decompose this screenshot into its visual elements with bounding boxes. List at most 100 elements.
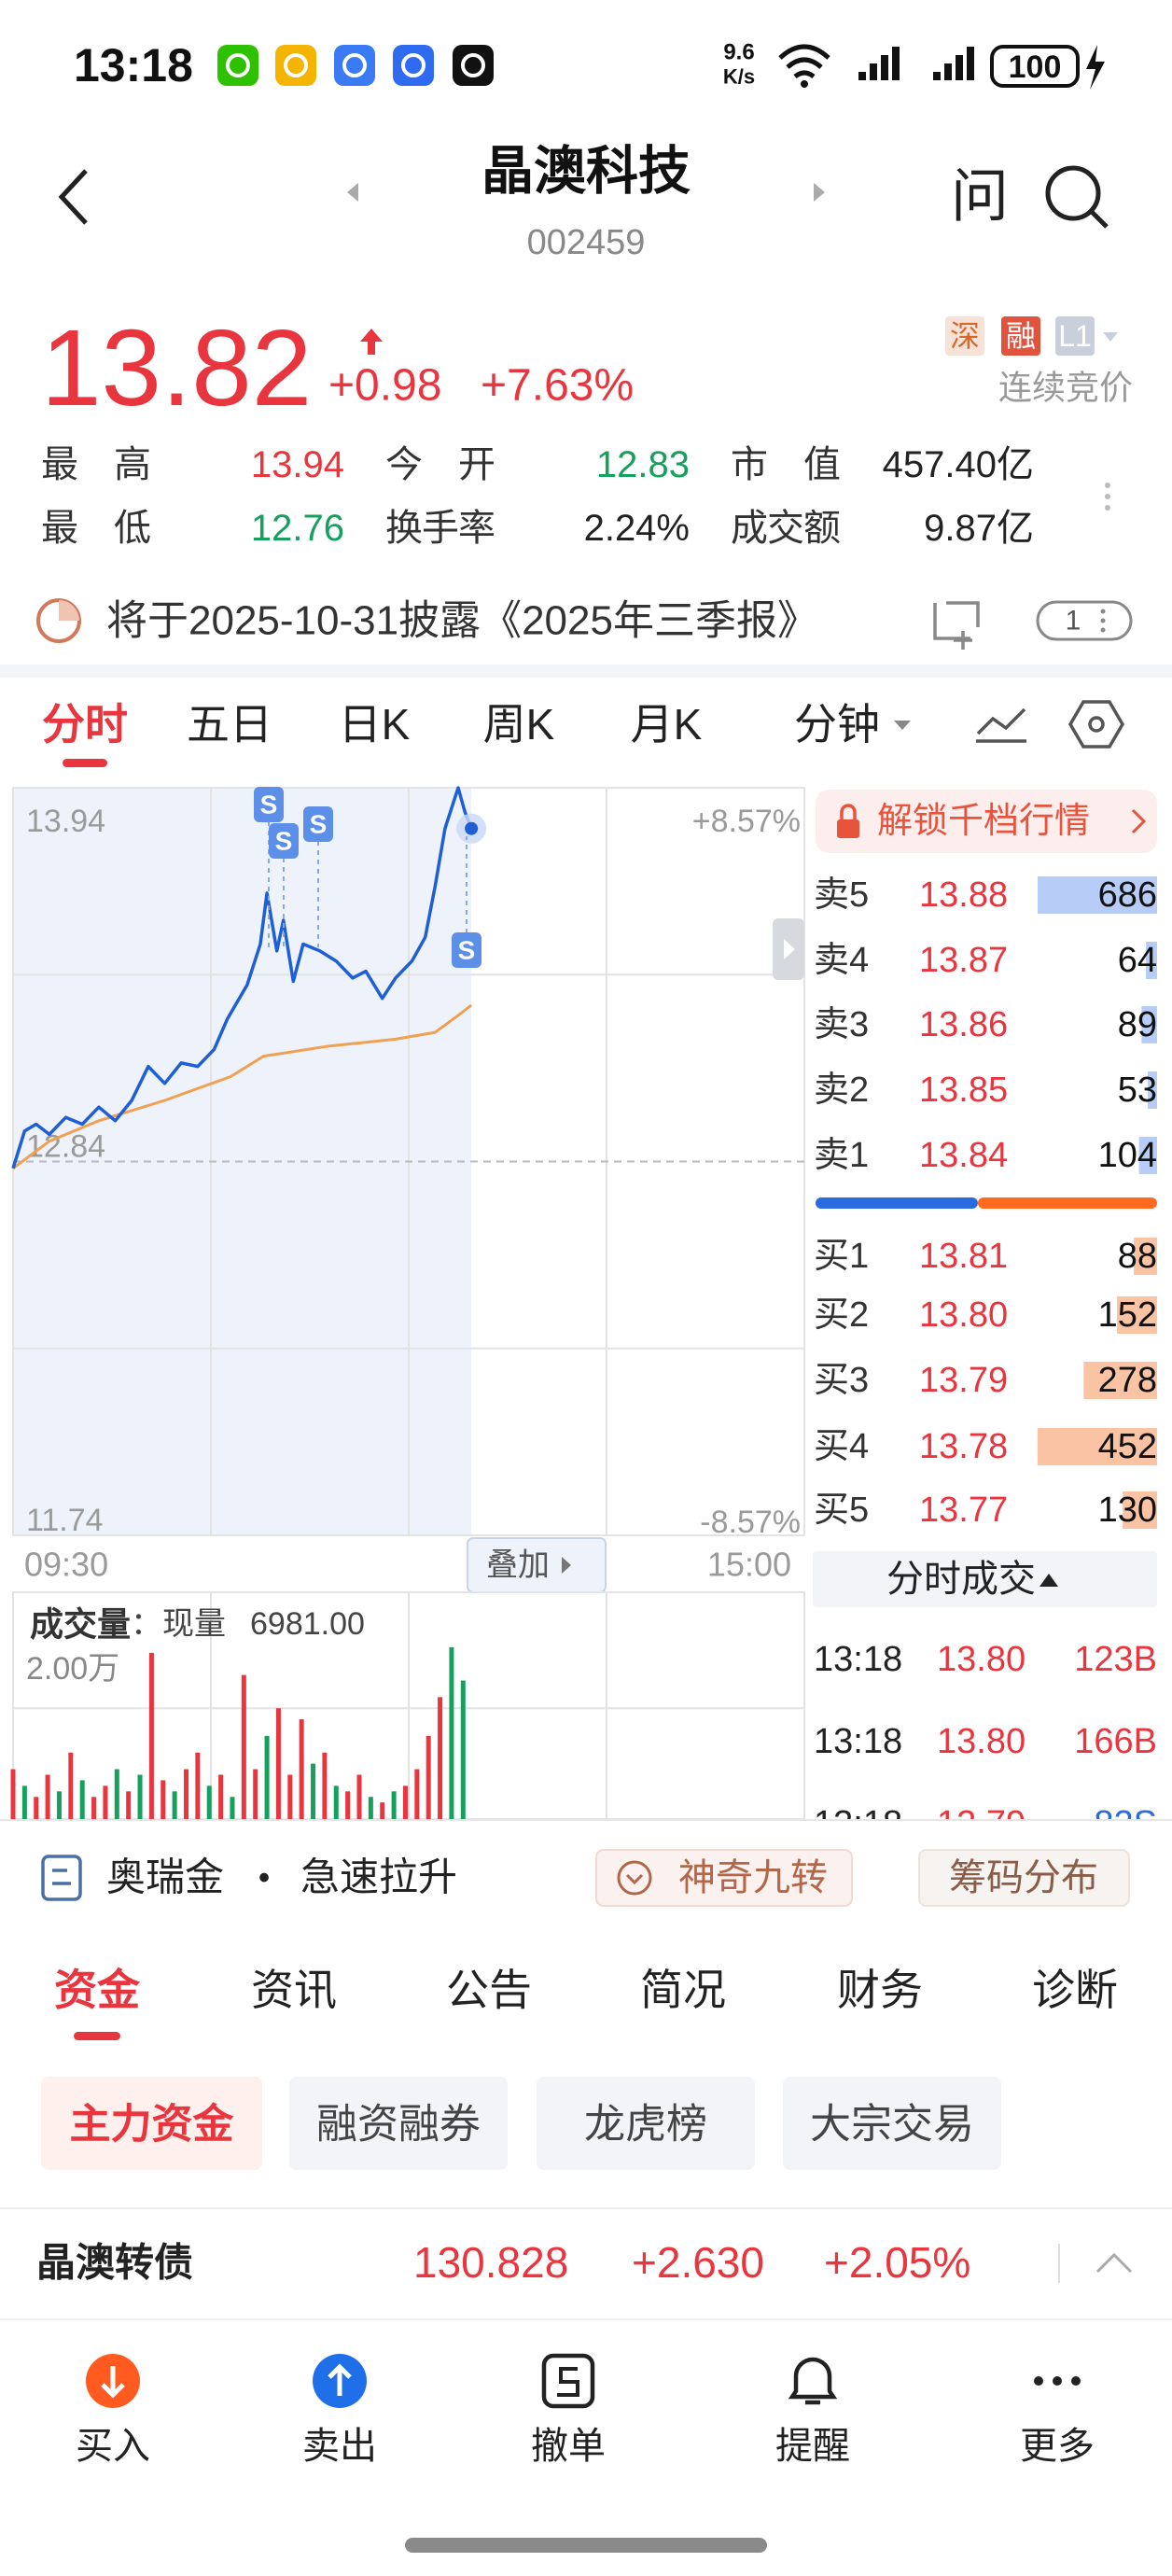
nav-item[interactable]: 提醒 [775, 2426, 850, 2467]
back-button[interactable] [58, 169, 88, 225]
side-handle-arrow [784, 939, 795, 959]
search-icon[interactable] [1045, 165, 1101, 221]
section-divider [0, 665, 1172, 678]
market-tag-bg [1055, 316, 1095, 356]
y-tick-label: 13.94 [26, 804, 105, 839]
chart-tab[interactable]: 分时 [42, 700, 128, 749]
depth-bar [1116, 1296, 1157, 1334]
notice-badge-bg[interactable] [1036, 600, 1133, 641]
depth-bar [1148, 1071, 1157, 1109]
nav-item[interactable]: 撤单 [531, 2426, 606, 2467]
volume-bar [345, 1791, 351, 1819]
more-dot [1105, 483, 1110, 488]
indicator-icon[interactable] [976, 707, 1026, 743]
settings-icon-core [1088, 716, 1105, 733]
settings-icon[interactable] [1067, 700, 1125, 749]
y2-tick-label: -8.57% [700, 1505, 801, 1540]
more-icon-dot[interactable] [1053, 2376, 1062, 2386]
stat-value: 2.24% [584, 508, 690, 549]
nav-item[interactable]: 卖出 [302, 2426, 377, 2467]
book-price: 13.88 [919, 875, 1008, 915]
signal-marker: S [458, 936, 476, 965]
stat-value: 12.83 [596, 444, 690, 485]
volume-bar [126, 1791, 132, 1819]
volume-bar [380, 1802, 385, 1819]
home-indicator [405, 2538, 767, 2553]
stat-label: 换手率 [385, 508, 495, 549]
signal-button-check [625, 1873, 644, 1885]
signal-marker-bg [254, 787, 284, 822]
trades-title[interactable]: 分时成交 [886, 1559, 1036, 1600]
sub-tab[interactable]: 龙虎榜 [584, 2102, 707, 2148]
trade-volume: 166B [1074, 1722, 1157, 1761]
stock-code: 002459 [527, 223, 646, 262]
volume-bar [449, 1646, 454, 1819]
signal-marker-bg [269, 823, 299, 859]
signal-icon-lines [52, 1869, 71, 1885]
sub-tab-bg[interactable] [783, 2077, 1001, 2170]
volume-bar [391, 1791, 397, 1819]
chip-button-bg[interactable] [918, 1849, 1130, 1907]
trade-price: 13.80 [937, 1722, 1026, 1761]
cancel-icon[interactable] [541, 2353, 595, 2409]
net-unit: K/s [723, 65, 755, 89]
app-icon [275, 45, 316, 86]
chart-tab[interactable]: 日K [339, 700, 411, 749]
stat-label: 市 值 [731, 444, 841, 485]
badge-dot [1100, 627, 1106, 633]
depth-bar [1138, 1137, 1157, 1174]
section-tab[interactable]: 财务 [837, 1966, 923, 2014]
sub-tab[interactable]: 融资融券 [316, 2102, 481, 2148]
collapse-button[interactable] [1095, 2252, 1133, 2274]
trades-list: 13:18 13.80 123B 13:18 13.80 166B 13:18 13.79 82… [814, 1640, 1157, 1819]
depth-bar [1141, 1006, 1157, 1043]
chart-tab-indicator [63, 759, 107, 767]
nav-item[interactable]: 更多 [1020, 2426, 1095, 2467]
prev-stock[interactable] [347, 183, 358, 202]
section-tab[interactable]: 简况 [640, 1966, 726, 2014]
section-tab[interactable]: 资讯 [251, 1966, 337, 2014]
section-tab[interactable]: 诊断 [1032, 1966, 1118, 2014]
chart-tab[interactable]: 月K [631, 700, 703, 749]
chart-tab[interactable]: 五日 [187, 700, 272, 749]
notice-add-icon[interactable] [933, 601, 980, 650]
sub-tab-bg[interactable] [41, 2077, 262, 2170]
ask-button[interactable]: 问 [951, 165, 1009, 230]
more-icon-dot[interactable] [1071, 2376, 1081, 2386]
trade-volume: 123B [1074, 1640, 1157, 1679]
sub-tab[interactable]: 大宗交易 [810, 2102, 974, 2148]
book-label: 卖4 [814, 941, 869, 980]
signal-marker-bg [452, 932, 481, 968]
app-icon-glyph [461, 53, 485, 77]
badge-dot [1100, 609, 1106, 614]
signal-button-bg[interactable] [595, 1849, 853, 1907]
signal-bar [956, 55, 963, 80]
notice-text: 将于2025-10-31披露《2025年三季报》 [106, 598, 818, 644]
more-icon-dot[interactable] [1034, 2376, 1043, 2386]
section-tab-indicator [74, 2032, 120, 2040]
nav-item[interactable]: 买入 [76, 2426, 150, 2467]
sub-tab[interactable]: 主力资金 [70, 2102, 235, 2148]
sub-tab-bg[interactable] [537, 2077, 755, 2170]
bond-change: +2.630 [632, 2238, 764, 2287]
volume-bar [195, 1752, 201, 1819]
chip-button[interactable]: 筹码分布 [949, 1857, 1098, 1898]
chart-tab[interactable]: 分钟 [794, 700, 880, 749]
signal-button[interactable]: 神奇九转 [678, 1857, 828, 1898]
book-label: 买1 [814, 1237, 869, 1276]
volume-bar [172, 1791, 177, 1819]
section-tab[interactable]: 公告 [446, 1966, 532, 2014]
chart-tab[interactable]: 周K [483, 700, 555, 749]
volume-bar [103, 1785, 108, 1819]
trades-header-bg[interactable] [813, 1551, 1157, 1607]
current-dot [465, 821, 479, 835]
unlock-button[interactable]: 解锁千档行情 [877, 802, 1090, 841]
section-tab[interactable]: 资金 [54, 1966, 141, 2014]
unlock-button-bg[interactable] [816, 790, 1157, 853]
sub-tab-bg[interactable] [289, 2077, 508, 2170]
next-stock[interactable] [814, 183, 825, 202]
more-dot [1105, 494, 1110, 499]
battery-body [990, 45, 1080, 88]
alert-icon[interactable] [788, 2357, 838, 2405]
